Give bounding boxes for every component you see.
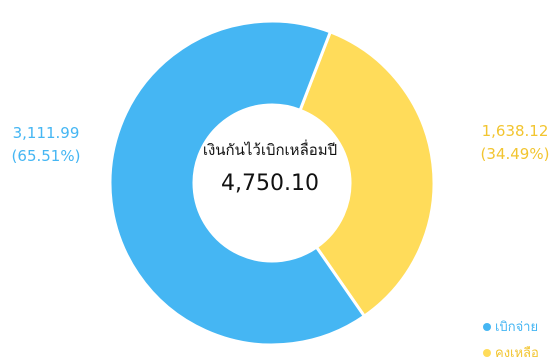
legend-dot-icon (483, 322, 491, 331)
legend-item-remaining[interactable]: คงเหลือ (483, 342, 539, 363)
slice-label-remaining: 1,638.12 (34.49%) (470, 120, 557, 166)
legend-item-disbursed[interactable]: เบิกจ่าย (483, 316, 538, 337)
legend-label: เบิกจ่าย (495, 320, 539, 335)
donut-slice-remaining[interactable] (298, 29, 436, 319)
slice-label-disbursed: 3,111.99 (65.51%) (4, 122, 88, 168)
legend-dot-icon (483, 348, 491, 357)
legend-label: คงเหลือ (495, 346, 539, 361)
donut-slices (108, 19, 436, 347)
slice-percent-label: (34.49%) (480, 145, 550, 163)
slice-percent-label: (65.51%) (11, 147, 81, 165)
donut-slice-disbursed[interactable] (108, 19, 367, 347)
slice-value-label: 1,638.12 (481, 122, 549, 140)
slice-value-label: 3,111.99 (12, 124, 80, 142)
center-total-value: 4,750.10 (221, 171, 319, 196)
center-title: เงินกันไว้เบิกเหลื่อมปี (202, 141, 338, 159)
